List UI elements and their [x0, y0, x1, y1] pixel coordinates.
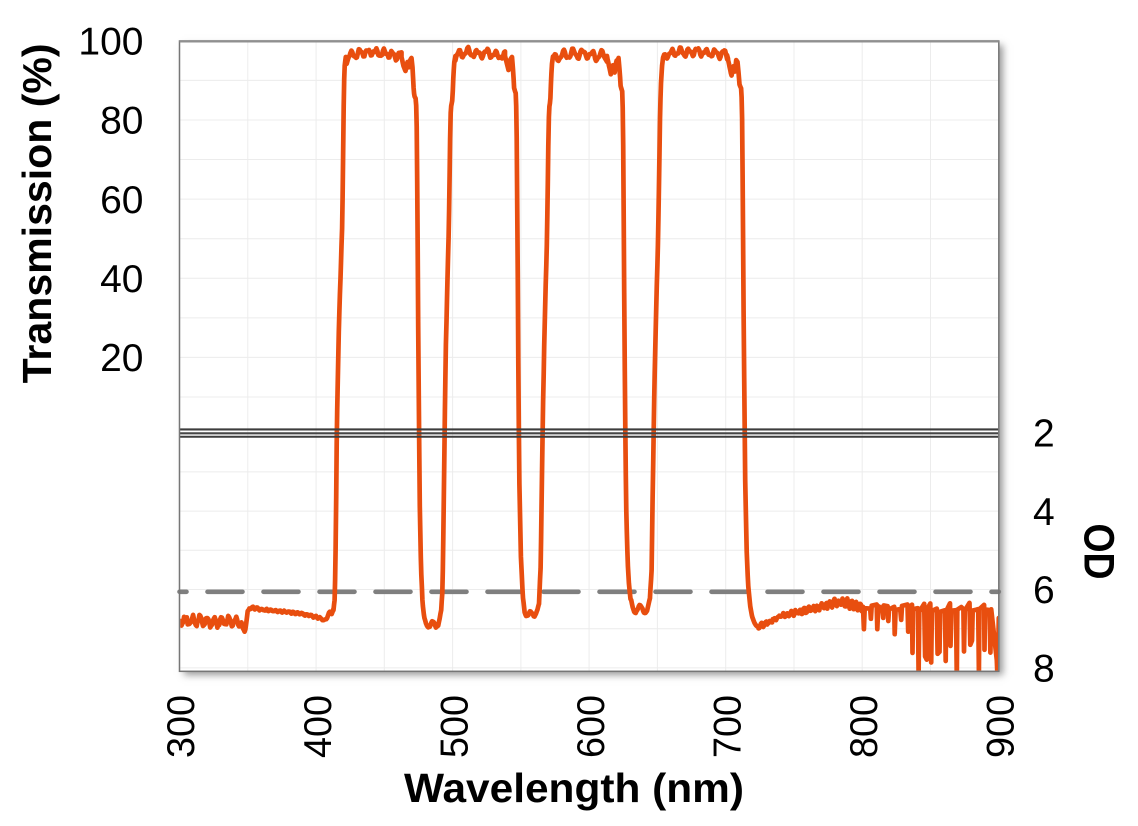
svg-text:6: 6 — [1033, 569, 1055, 612]
svg-text:800: 800 — [843, 695, 886, 758]
svg-text:20: 20 — [100, 337, 143, 380]
svg-text:80: 80 — [100, 100, 143, 143]
svg-text:Wavelength (nm): Wavelength (nm) — [404, 765, 744, 811]
svg-text:OD: OD — [1074, 524, 1121, 580]
svg-text:300: 300 — [160, 695, 203, 758]
svg-text:60: 60 — [100, 179, 143, 222]
svg-text:8: 8 — [1033, 648, 1055, 691]
svg-text:2: 2 — [1033, 412, 1055, 455]
svg-text:Transmission (%): Transmission (%) — [14, 43, 60, 383]
svg-text:600: 600 — [570, 695, 613, 758]
svg-text:500: 500 — [433, 695, 476, 758]
svg-text:400: 400 — [297, 695, 340, 758]
svg-text:4: 4 — [1033, 491, 1055, 534]
svg-text:40: 40 — [100, 258, 143, 301]
svg-text:700: 700 — [706, 695, 749, 758]
svg-text:900: 900 — [980, 695, 1023, 758]
svg-text:100: 100 — [78, 21, 143, 64]
